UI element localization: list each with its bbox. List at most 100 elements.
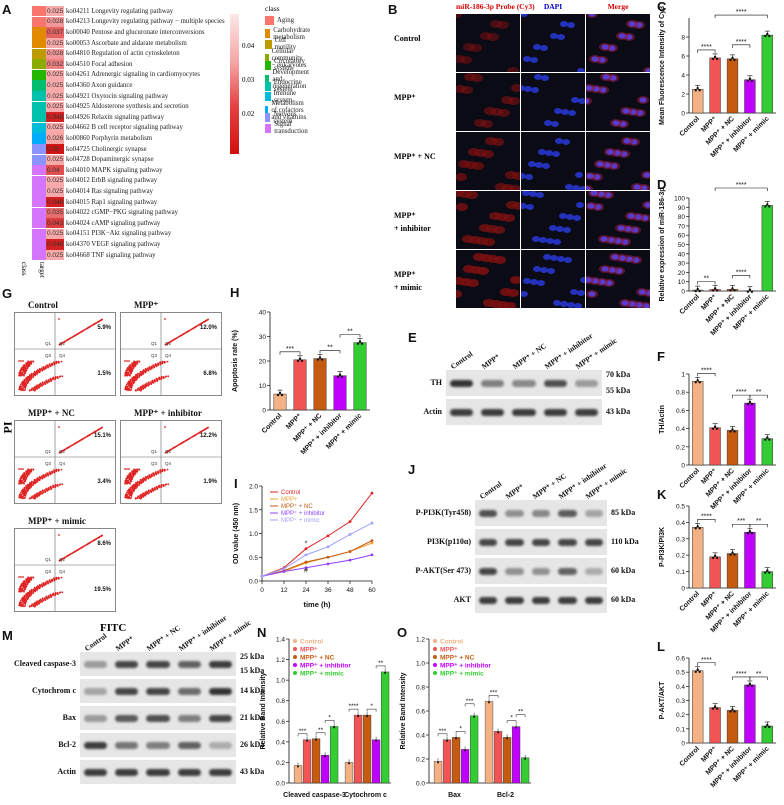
event-dot [141, 494, 144, 497]
event-dot [133, 484, 135, 487]
series-point [348, 550, 352, 553]
quadrant-label: Q2 [59, 341, 66, 346]
event-dot [32, 497, 35, 499]
event-dot [74, 442, 77, 445]
event-dot [140, 480, 143, 483]
legend-label: MPP⁺ [440, 647, 458, 654]
event-dot [28, 483, 31, 486]
event-dot [21, 383, 24, 386]
event-dot [19, 604, 21, 607]
event-dot [188, 329, 191, 332]
cell-cy3 [456, 14, 462, 18]
significance-mark: ** [756, 671, 762, 678]
lane-label: MPP⁺ [114, 634, 136, 653]
series-point [348, 533, 352, 536]
y-tick-label: 10 [678, 279, 686, 286]
event-dot [27, 378, 29, 380]
blot-strip [80, 760, 236, 784]
event-dot [153, 379, 156, 382]
quadrant-label: Q3 [45, 353, 52, 358]
cell-nucleus [576, 202, 584, 208]
event-dot [30, 483, 33, 485]
cell-nucleus [566, 214, 574, 220]
event-dot [30, 484, 33, 487]
event-dot [62, 341, 65, 344]
event-dot [148, 383, 151, 386]
significance-mark: * [459, 725, 462, 732]
data-point [340, 375, 344, 378]
event-dot [56, 592, 59, 595]
significance-bracket [697, 662, 716, 666]
event-dot [131, 486, 134, 489]
event-dot [39, 598, 42, 601]
panel-letter: E [408, 330, 417, 345]
event-dot [136, 497, 139, 499]
protein-band [84, 660, 108, 668]
y-tick-label: 0.5 [676, 670, 685, 677]
data-point [698, 670, 701, 673]
cell-nucleus [546, 238, 554, 244]
protein-band [558, 509, 577, 517]
y-tick-label: 0.4 [676, 426, 685, 433]
legend-label: MPP⁺ + mimic [281, 517, 320, 524]
kda-label: 15 kDa [240, 666, 265, 675]
data-point [437, 761, 440, 764]
event-dot [139, 479, 142, 482]
cell-nucleus [550, 255, 558, 261]
event-dot [27, 470, 29, 472]
protein-band [84, 741, 108, 749]
event-dot [179, 335, 181, 338]
x-tick-label: 12 [280, 587, 288, 594]
cell-nucleus [618, 33, 626, 39]
event-dot [198, 431, 201, 434]
event-dot [34, 388, 37, 391]
event-dot [163, 468, 166, 471]
legend-swatch [265, 39, 272, 49]
bar [380, 671, 390, 784]
data-point [497, 731, 500, 734]
significance-bracket [375, 665, 386, 669]
cell-nucleus [523, 278, 531, 284]
heatmap-row-label: ko04810 Regulation of actin cytoskeleton [66, 50, 180, 58]
event-dot [133, 364, 136, 366]
event-dot [205, 319, 208, 322]
event-dot [127, 489, 129, 492]
event-dot [207, 426, 210, 429]
event-dot [53, 577, 55, 580]
data-point [696, 87, 699, 90]
event-dot [128, 367, 131, 369]
event-dot [170, 340, 173, 343]
event-dot [23, 472, 26, 475]
heatmap-row-label: ko04014 Ras signaling pathway [66, 187, 154, 195]
panel-letter: L [657, 640, 665, 654]
event-dot [175, 445, 178, 447]
significance-mark: *** [490, 689, 498, 696]
event-dot [136, 483, 139, 485]
event-dot [92, 539, 95, 542]
event-dot [61, 375, 64, 378]
event-dot [21, 597, 23, 600]
event-dot [167, 450, 170, 452]
data-point [348, 762, 351, 765]
protein-band [84, 714, 108, 722]
cell-nucleus [567, 302, 575, 308]
event-dot [91, 540, 94, 543]
protein-band [558, 596, 577, 604]
blot-strip [80, 652, 236, 676]
cell-nucleus [575, 172, 583, 178]
data-point [366, 715, 369, 718]
event-dot [60, 576, 63, 579]
event-dot [48, 471, 51, 474]
event-dot [27, 379, 30, 382]
event-dot [45, 488, 48, 490]
data-point [696, 287, 699, 291]
fluorescence-row-label: MPP⁺ + mimic [394, 270, 422, 292]
legend-dot [293, 639, 297, 643]
event-dot [26, 474, 29, 477]
event-dot [22, 369, 25, 372]
event-dot [25, 488, 28, 491]
event-dot [152, 364, 155, 367]
heatmap-scale-tick: 0.02 [242, 110, 255, 118]
panel-letter: K [657, 488, 667, 502]
